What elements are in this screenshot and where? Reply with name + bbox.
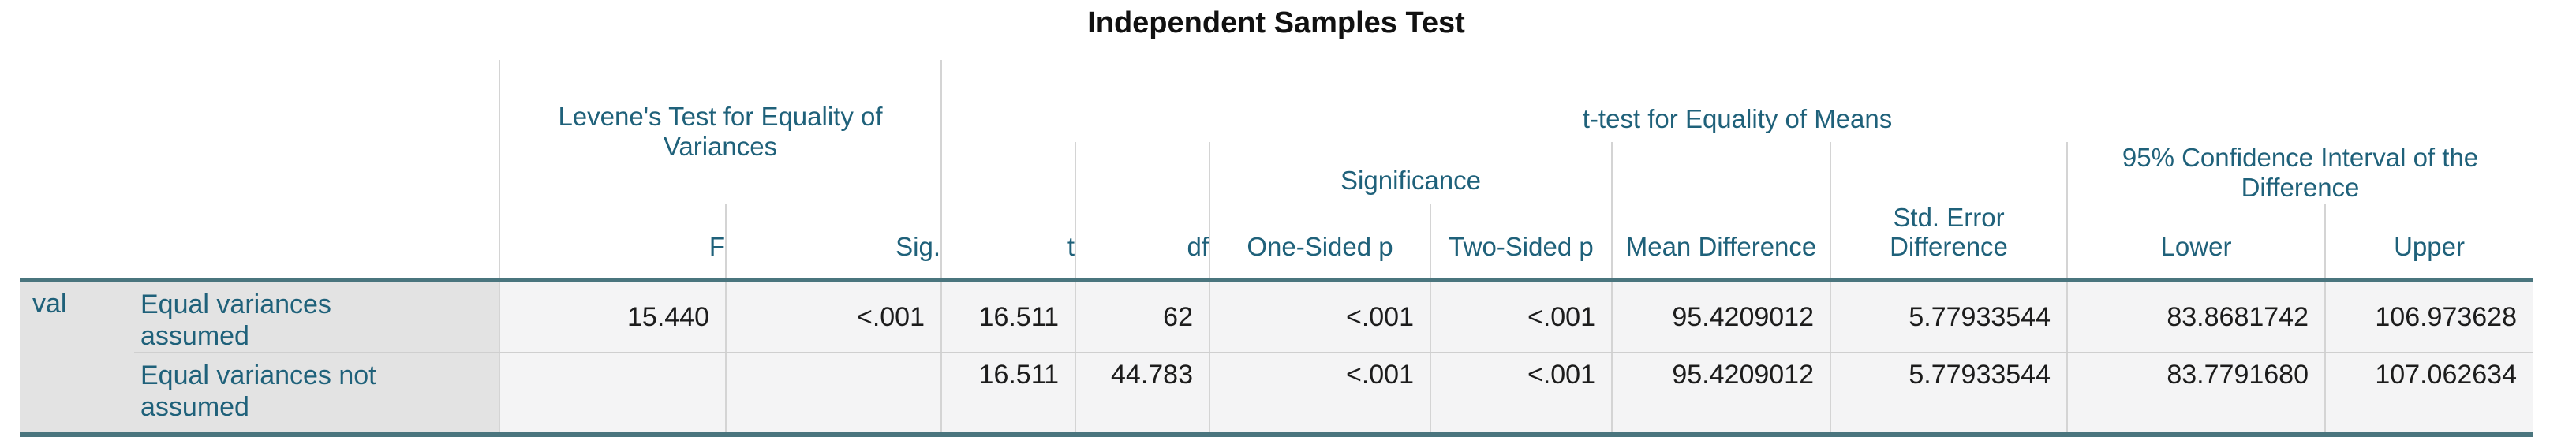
row-label-equal-variances-not-assumed: Equal variances not assumed	[134, 353, 499, 437]
page-title: Independent Samples Test	[1087, 6, 1465, 39]
cell-one-sided-p: <.001	[1209, 277, 1430, 354]
cell-std-error-difference: 5.77933544	[1830, 277, 2067, 354]
cell-std-error-difference: 5.77933544	[1830, 353, 2067, 437]
cell-f: 15.440	[499, 277, 726, 354]
column-header-f: F	[499, 204, 726, 280]
column-header-lower: Lower	[2066, 204, 2325, 280]
cell-f	[499, 353, 726, 437]
header-spacer	[20, 60, 499, 204]
cell-two-sided-p: <.001	[1430, 277, 1612, 354]
independent-samples-test-table: Levene's Test for Equality of Variances …	[20, 60, 2533, 437]
row-label-equal-variances-assumed: Equal variances assumed	[134, 277, 499, 354]
group-header-confidence-interval: 95% Confidence Interval of the Differenc…	[2066, 142, 2533, 204]
cell-sig: <.001	[725, 277, 941, 354]
cell-mean-difference: 95.4209012	[1611, 353, 1830, 437]
cell-df: 62	[1075, 277, 1209, 354]
group-header-ttest: t-test for Equality of Means	[940, 60, 2533, 142]
cell-upper: 107.062634	[2324, 353, 2533, 437]
column-header-std-error-difference: Std. Error Difference	[1830, 203, 2067, 280]
header-spacer	[1830, 142, 2067, 204]
group-header-significance: Significance	[1209, 142, 1612, 204]
cell-two-sided-p: <.001	[1430, 353, 1612, 437]
column-header-mean-difference: Mean Difference	[1611, 204, 1830, 280]
cell-t: 16.511	[940, 353, 1075, 437]
column-header-t: t	[940, 204, 1075, 280]
header-spacer	[20, 204, 499, 280]
column-header-df: df	[1075, 204, 1209, 280]
cell-one-sided-p: <.001	[1209, 353, 1430, 437]
group-header-levene: Levene's Test for Equality of Variances	[499, 60, 941, 204]
header-spacer	[940, 142, 1075, 204]
cell-sig	[725, 353, 941, 437]
column-header-one-sided-p: One-Sided p	[1209, 204, 1430, 280]
header-spacer	[1075, 142, 1209, 204]
column-header-sig: Sig.	[725, 204, 941, 280]
column-header-upper: Upper	[2324, 204, 2533, 280]
header-spacer	[1611, 142, 1830, 204]
cell-mean-difference: 95.4209012	[1611, 277, 1830, 354]
row-header-val: val	[20, 277, 134, 437]
cell-t: 16.511	[940, 277, 1075, 354]
cell-df: 44.783	[1075, 353, 1209, 437]
cell-lower: 83.8681742	[2066, 277, 2325, 354]
cell-lower: 83.7791680	[2066, 353, 2325, 437]
column-header-two-sided-p: Two-Sided p	[1430, 204, 1612, 280]
cell-upper: 106.973628	[2324, 277, 2533, 354]
